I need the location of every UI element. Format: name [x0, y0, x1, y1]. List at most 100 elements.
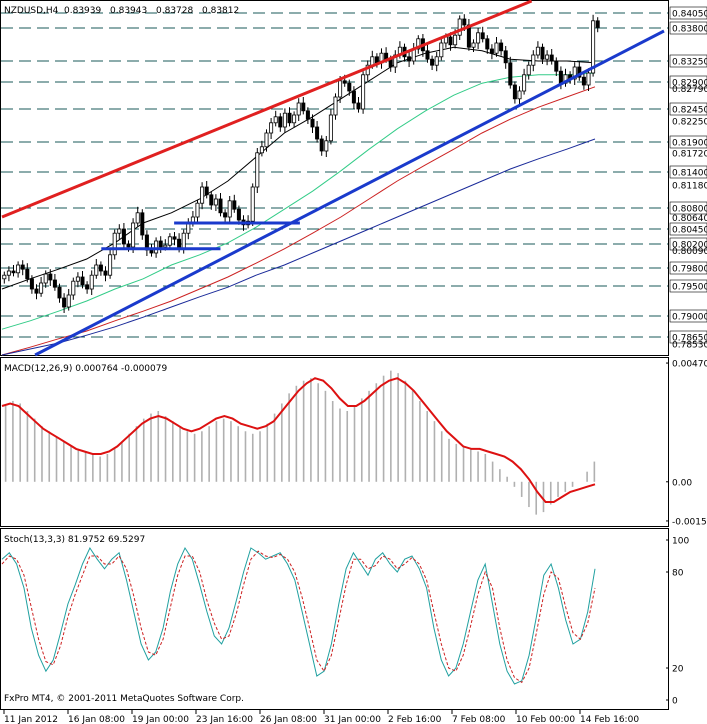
candle-body — [554, 60, 559, 72]
candle-body — [328, 114, 333, 142]
price-label-box — [669, 102, 707, 116]
candle-body — [29, 278, 34, 290]
candle-body — [301, 102, 306, 112]
macd-tick-label: 0.00470 — [672, 360, 707, 370]
candle-body — [448, 36, 453, 46]
candle-body — [213, 198, 218, 206]
candle-body — [181, 232, 186, 250]
ohlc-open: 0.83939 — [64, 6, 101, 16]
price-label: 0.78530 — [672, 341, 707, 351]
price-label: 0.79500 — [672, 283, 707, 293]
candle-body — [6, 270, 11, 276]
price-label-box — [669, 222, 707, 236]
time-tick-label: 31 Jan 00:00 — [324, 715, 381, 724]
price-label-box — [669, 54, 707, 68]
candle-body — [439, 42, 444, 58]
price-label: 0.82900 — [672, 79, 707, 89]
candle-body — [16, 264, 21, 274]
candle-body — [140, 212, 145, 236]
time-tick-label: 11 Jan 2012 — [4, 715, 58, 724]
candle-body — [25, 268, 30, 280]
candle-body — [430, 58, 435, 66]
candle-body — [545, 54, 550, 60]
price-label-box — [669, 21, 707, 35]
candle-body — [163, 244, 168, 248]
price-label: 0.80800 — [672, 205, 707, 215]
stochastic-line — [1, 546, 596, 685]
candle-body — [485, 38, 490, 50]
price-label: 0.81180 — [672, 182, 707, 192]
candle-body — [310, 118, 315, 128]
stoch-tick-label: 0 — [672, 697, 678, 707]
candle-body — [549, 54, 554, 62]
candle-body — [62, 297, 67, 308]
ohlc-high: 0.83943 — [110, 6, 147, 16]
macd-signal — [1, 377, 596, 503]
candle-body — [259, 146, 264, 154]
candle-body — [149, 249, 154, 254]
price-chart-title: NZDUSD,H4 — [4, 6, 59, 16]
price-label: 0.83800 — [672, 25, 707, 35]
price-label: 0.78650 — [672, 334, 707, 344]
candle-body — [457, 18, 462, 36]
candle-body — [591, 20, 596, 74]
candle-body — [11, 270, 16, 274]
candle-body — [255, 152, 260, 188]
time-tick-label: 7 Feb 08:00 — [452, 715, 506, 724]
moving-average-line — [1, 138, 596, 356]
candle-body — [282, 112, 287, 128]
price-label: 0.79800 — [672, 265, 707, 275]
candle-body — [499, 42, 504, 52]
candle-body — [315, 126, 320, 140]
candle-body — [103, 270, 108, 276]
stochastic-line — [1, 550, 596, 684]
candle-body — [462, 18, 467, 26]
candle-body — [264, 132, 269, 148]
candle-body — [471, 42, 476, 48]
price-label-box — [669, 279, 707, 293]
moving-average-line — [1, 72, 596, 330]
price-label-box — [669, 201, 707, 215]
candle-body — [112, 232, 117, 256]
candle-body — [572, 66, 577, 80]
moving-averages — [1, 46, 596, 356]
price-label-box — [669, 309, 707, 323]
price-label: 0.80090 — [672, 247, 707, 257]
candle-body — [351, 90, 356, 104]
candle-body — [522, 74, 527, 92]
candle-body — [296, 102, 301, 116]
macd-axis: 0.00470 0.00 -0.00155 — [666, 360, 707, 527]
candle-body — [158, 240, 163, 248]
candle-body — [292, 114, 297, 124]
price-label: 0.84050 — [672, 10, 707, 20]
candle-body — [57, 286, 62, 299]
macd-title: MACD(12,26,9) 0.000764 -0.000079 — [4, 364, 167, 374]
candle-body — [131, 222, 136, 248]
price-label-box — [669, 165, 707, 179]
time-axis: 11 Jan 2012 16 Jan 08:00 19 Jan 00:00 23 Ja… — [3, 710, 639, 724]
candle-body — [476, 32, 481, 44]
candle-body — [489, 48, 494, 54]
price-label: 0.83250 — [672, 58, 707, 68]
candle-body — [135, 212, 140, 224]
time-tick-label: 14 Feb 16:00 — [580, 715, 639, 724]
trendline — [1, 0, 533, 219]
candle-body — [595, 20, 600, 28]
candle-body — [94, 264, 99, 276]
candle-body — [512, 84, 517, 100]
candle-body — [117, 228, 122, 234]
candle-body — [85, 284, 90, 290]
candle-body — [48, 273, 53, 281]
price-label: 0.82790 — [672, 85, 707, 95]
candle-body — [269, 122, 274, 134]
stoch-tick-label: 100 — [672, 537, 689, 547]
price-label-box — [669, 135, 707, 149]
candle-body — [434, 56, 439, 66]
candle-body — [347, 82, 352, 92]
candle-body — [232, 200, 237, 210]
candle-body — [494, 42, 499, 54]
candle-body — [195, 202, 200, 218]
price-panel-frame — [0, 0, 669, 356]
moving-average-line — [1, 86, 596, 356]
